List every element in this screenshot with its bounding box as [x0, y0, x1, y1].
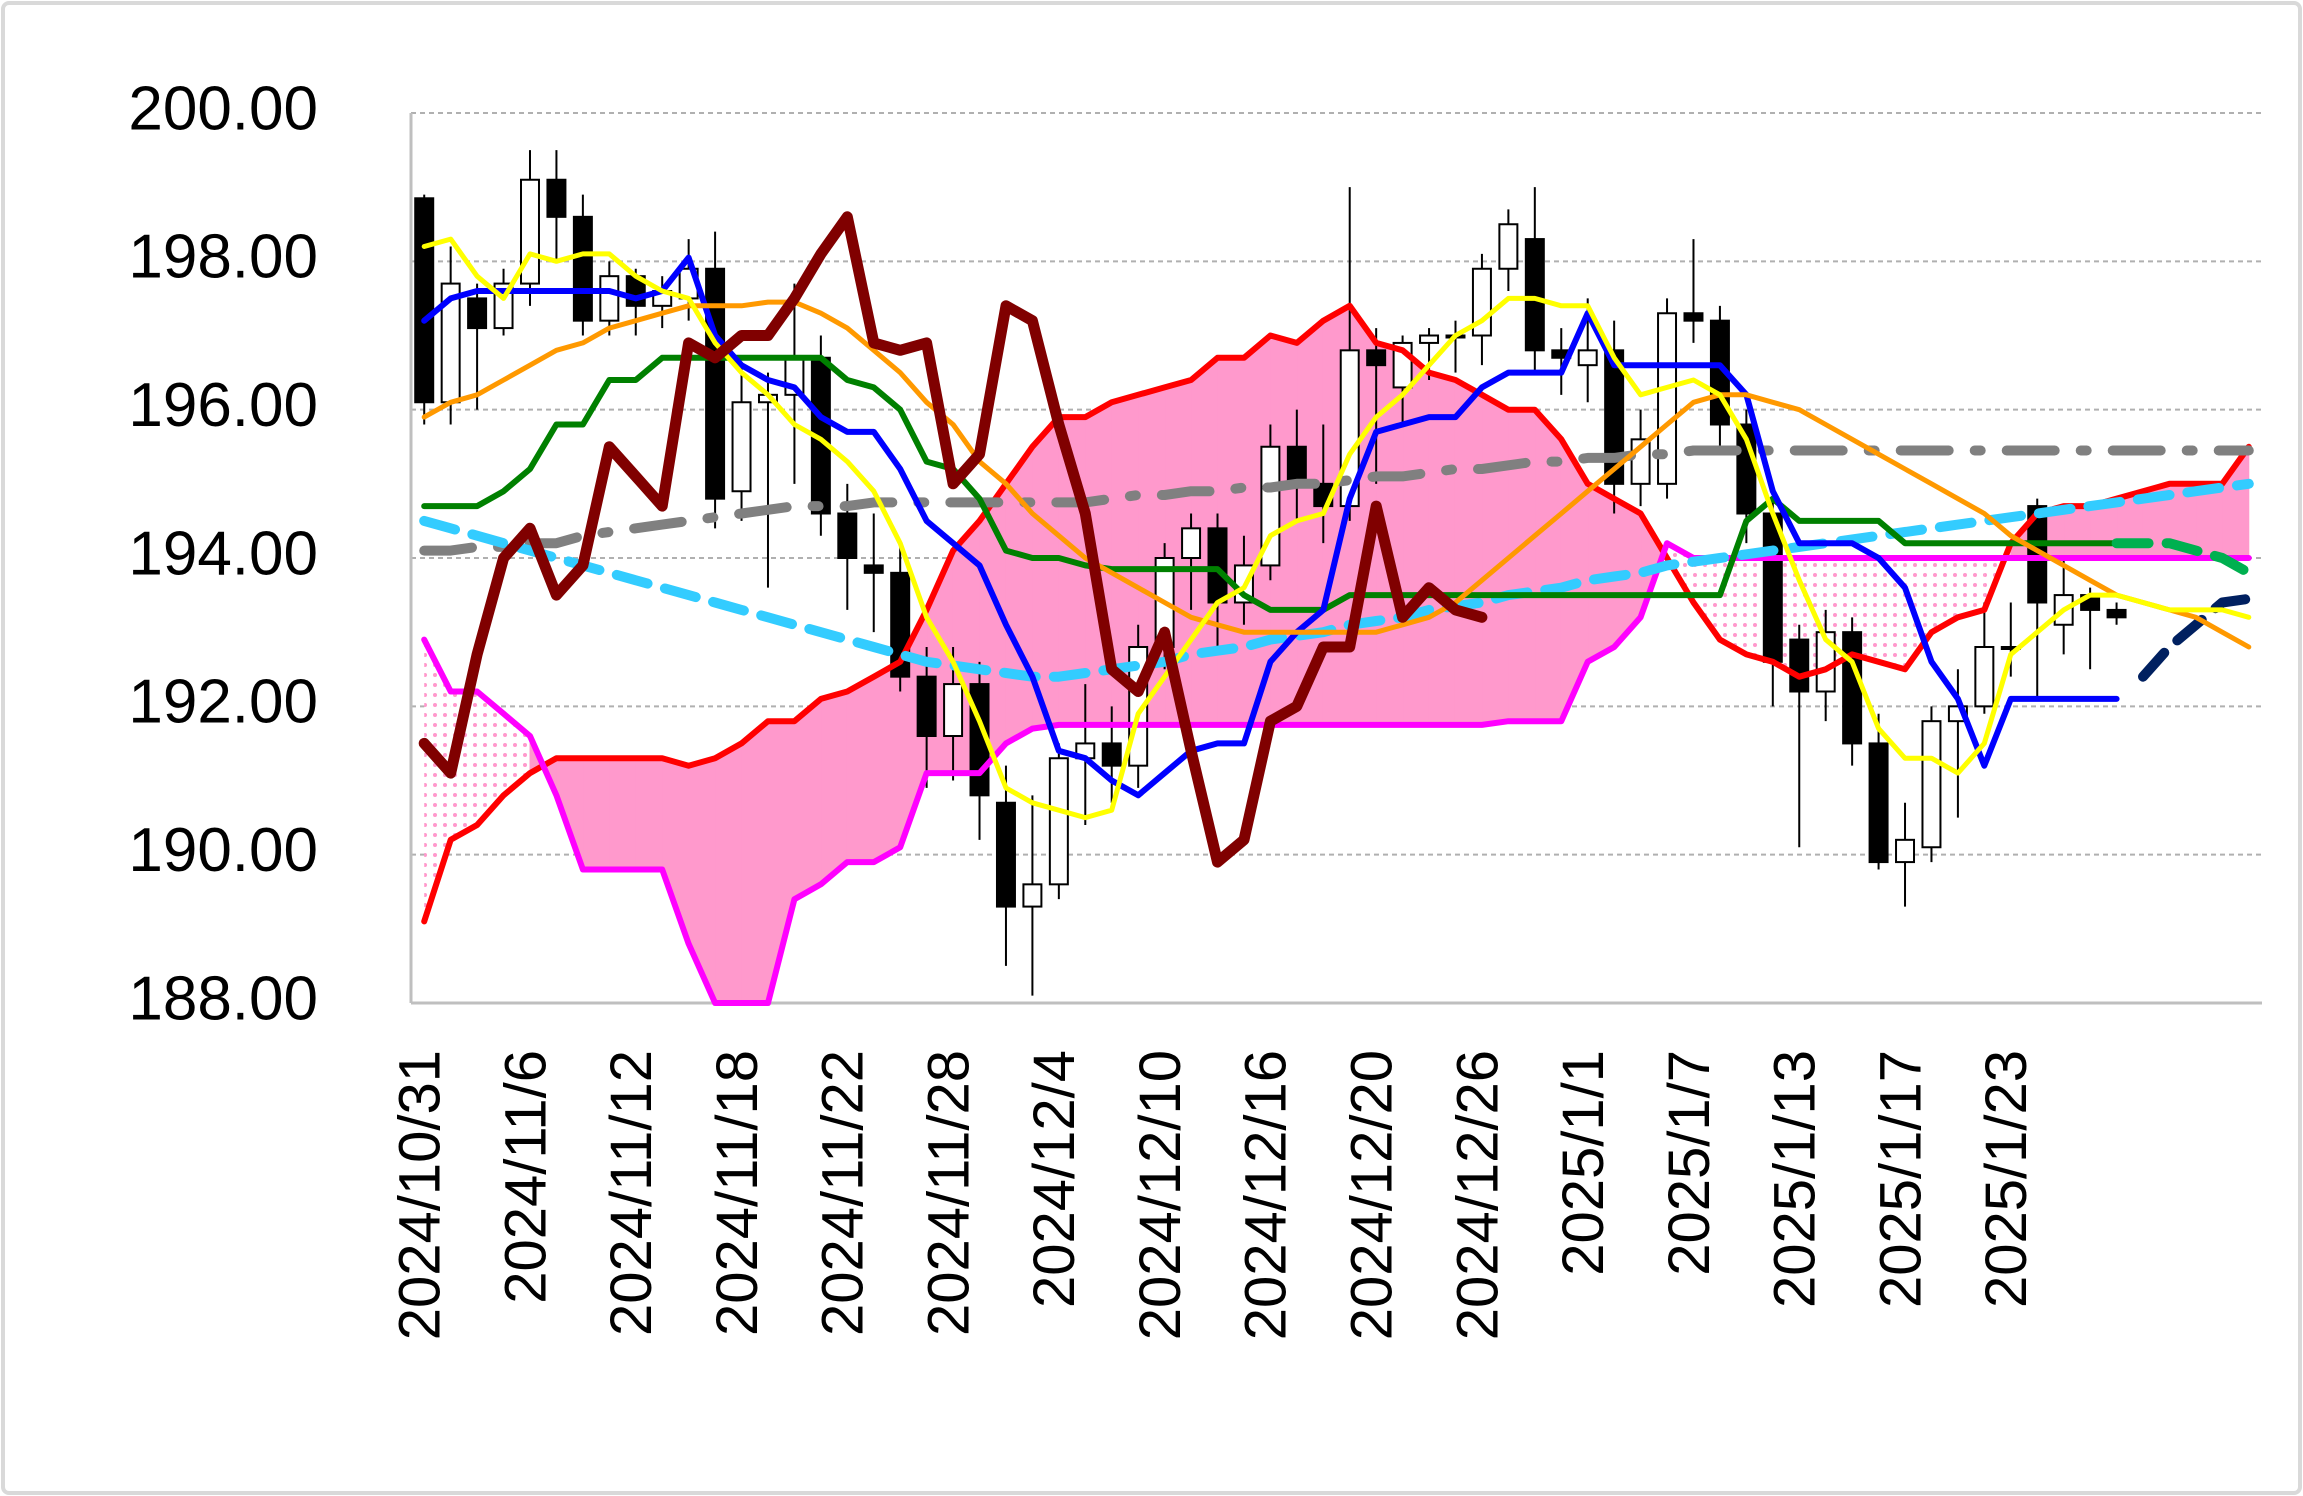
candle-body [599, 275, 620, 322]
cloud-segment [1878, 558, 1906, 670]
line-series [419, 478, 2254, 682]
candle-body [1181, 527, 1202, 559]
candle-body [1048, 757, 1069, 886]
y-tick-label: 190.00 [128, 816, 318, 885]
x-tick-label: 2024/12/16 [1234, 1050, 1299, 1340]
x-tick-label: 2024/12/20 [1339, 1050, 1404, 1340]
cloud-segment [608, 757, 637, 870]
x-tick-label: 2025/1/7 [1657, 1050, 1722, 1276]
line-series [2138, 593, 2254, 682]
x-tick-label: 2024/11/6 [493, 1050, 558, 1304]
candle-body [1207, 527, 1228, 604]
candle-body [1286, 445, 1307, 485]
y-tick-label: 188.00 [128, 964, 318, 1033]
cloud-segment [714, 742, 743, 1004]
cloud-segment [582, 757, 610, 870]
cloud-segment [635, 757, 663, 870]
candle-body [1022, 883, 1043, 908]
candle-body [546, 178, 567, 218]
cloud-segment [793, 697, 822, 901]
candle-body [995, 801, 1016, 908]
x-tick-label: 2025/1/1 [1551, 1050, 1616, 1276]
y-tick-label: 192.00 [128, 668, 318, 737]
x-tick-label: 2025/1/23 [1974, 1050, 2039, 1308]
candle-body [837, 512, 858, 559]
lines [418, 211, 2254, 1006]
line-series [421, 299, 2252, 650]
x-tick-label: 2025/1/13 [1763, 1050, 1828, 1308]
cloud-segment [1507, 409, 1536, 722]
line-series [421, 302, 2252, 925]
candle-body [705, 267, 726, 500]
candle-body [467, 297, 488, 330]
y-tick-label: 194.00 [128, 519, 318, 588]
cloud-segment [820, 690, 848, 886]
candle-body [863, 564, 884, 574]
line-series [421, 236, 2252, 821]
cloud-segment [1534, 408, 1562, 722]
candle-body [943, 683, 964, 737]
candle-body [1842, 631, 1863, 745]
line-series [418, 211, 1488, 868]
candle-body [916, 675, 937, 738]
candle-body [1577, 349, 1598, 367]
cloud-segment [1693, 558, 1720, 640]
candle-body [1789, 638, 1810, 693]
cloud-segment [1402, 349, 1430, 726]
candle-body [414, 197, 435, 404]
candle-body [731, 401, 752, 493]
cloud-segment [1428, 371, 1456, 726]
line-series [421, 254, 2120, 799]
candle-body [1419, 334, 1440, 344]
candle-body [1604, 349, 1625, 485]
cloud-segment [873, 660, 901, 863]
candle-body [1101, 742, 1122, 767]
candle-body [1974, 646, 1995, 708]
cloud-segment [1454, 379, 1483, 726]
candle-body [1895, 838, 1916, 864]
x-tick-label: 2024/11/18 [705, 1050, 770, 1336]
cloud-segment [1957, 558, 1985, 618]
line-series [2111, 538, 2254, 578]
y-tick-label: 200.00 [128, 74, 318, 143]
x-tick-label: 2024/12/26 [1445, 1050, 1510, 1340]
x-tick-label: 2024/12/4 [1022, 1050, 1087, 1308]
x-tick-label: 2024/11/12 [599, 1050, 664, 1336]
candle-body [1366, 349, 1387, 367]
candle-body [1868, 742, 1889, 864]
line-series [421, 540, 2252, 1006]
candle-body [1683, 312, 1704, 322]
candle-body [572, 215, 593, 322]
cloud-segment [846, 675, 875, 863]
y-tick-label: 198.00 [128, 223, 318, 292]
candle-body [2106, 608, 2127, 619]
x-tick-label: 2024/12/10 [1128, 1050, 1193, 1340]
candle-body [1524, 238, 1545, 352]
cloud-segment [477, 691, 504, 825]
candle-body [1921, 720, 1942, 849]
cloud-segment [741, 720, 769, 1004]
x-tick-label: 2024/10/31 [388, 1050, 453, 1340]
candle-body [1498, 223, 1519, 270]
x-tick-label: 2024/11/22 [811, 1050, 876, 1336]
cloud-segment [1931, 558, 1958, 633]
y-tick-label: 196.00 [128, 371, 318, 440]
labels: 188.00 190.00 192.00 194.00 196.00 198.00 200.… [128, 74, 2039, 1340]
candle-body [1657, 312, 1678, 485]
x-tick-label: 2025/1/17 [1868, 1050, 1933, 1308]
x-tick-label: 2024/11/28 [916, 1050, 981, 1336]
